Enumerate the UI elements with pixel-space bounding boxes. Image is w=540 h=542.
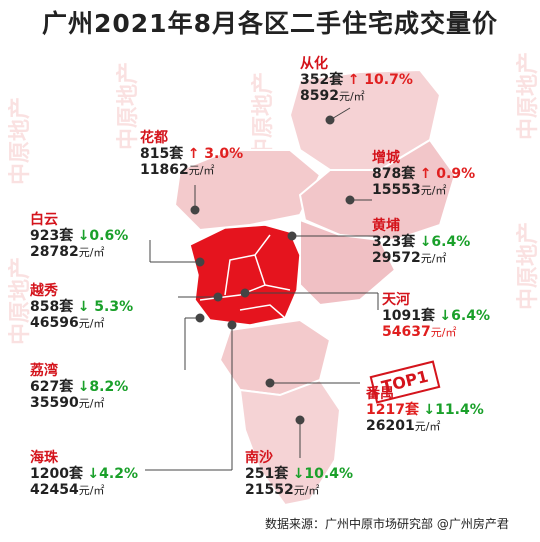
district-label-huadu: 花都 815套 ↑ 3.0% 11862元/㎡ [140, 130, 244, 179]
district-name: 番禺 [366, 386, 394, 402]
leader-lines [145, 107, 379, 471]
region-zengcheng [298, 138, 457, 242]
district-label-panyu: 番禺 1217套 ↓11.4% 26201元/㎡ [366, 386, 484, 435]
district-name: 越秀 [30, 283, 58, 299]
district-name: 南沙 [245, 450, 273, 466]
district-name: 黄埔 [372, 218, 400, 234]
district-label-liwan: 荔湾 627套 ↓8.2% 35590元/㎡ [30, 363, 129, 412]
district-label-nansha: 南沙 251套 ↓10.4% 21552元/㎡ [245, 450, 353, 499]
district-name: 从化 [300, 56, 328, 72]
district-name: 天河 [382, 292, 410, 308]
district-name: 花都 [140, 130, 168, 146]
district-name: 增城 [372, 150, 400, 166]
district-label-baiyun: 白云 923套 ↓0.6% 28782元/㎡ [30, 212, 129, 261]
region-urban-core [189, 224, 301, 326]
map-title: 广州2021年8月各区二手住宅成交量价 [42, 9, 498, 38]
district-borders [199, 234, 291, 319]
region-nansha [238, 378, 342, 507]
district-label-zengcheng: 增城 878套 ↑ 0.9% 15553元/㎡ [372, 150, 476, 199]
district-name: 荔湾 [30, 363, 58, 379]
district-label-haizhu: 海珠 1200套 ↓4.2% 42454元/㎡ [30, 450, 138, 499]
district-name: 白云 [30, 212, 58, 228]
region-huadu [173, 149, 322, 232]
district-label-conghua: 从化 352套 ↑ 10.7% 8592元/㎡ [300, 56, 413, 105]
district-name: 海珠 [30, 450, 58, 466]
source-note: 数据来源：广州中原市场研究部 @广州房产君 [265, 517, 509, 531]
district-label-huangpu: 黄埔 323套 ↓6.4% 29572元/㎡ [372, 218, 471, 267]
district-label-tianhe: 天河 1091套 ↓6.4% 54637元/㎡ [382, 292, 490, 341]
district-label-yuexiu: 越秀 858套 ↓ 5.3% 46596元/㎡ [30, 283, 134, 332]
